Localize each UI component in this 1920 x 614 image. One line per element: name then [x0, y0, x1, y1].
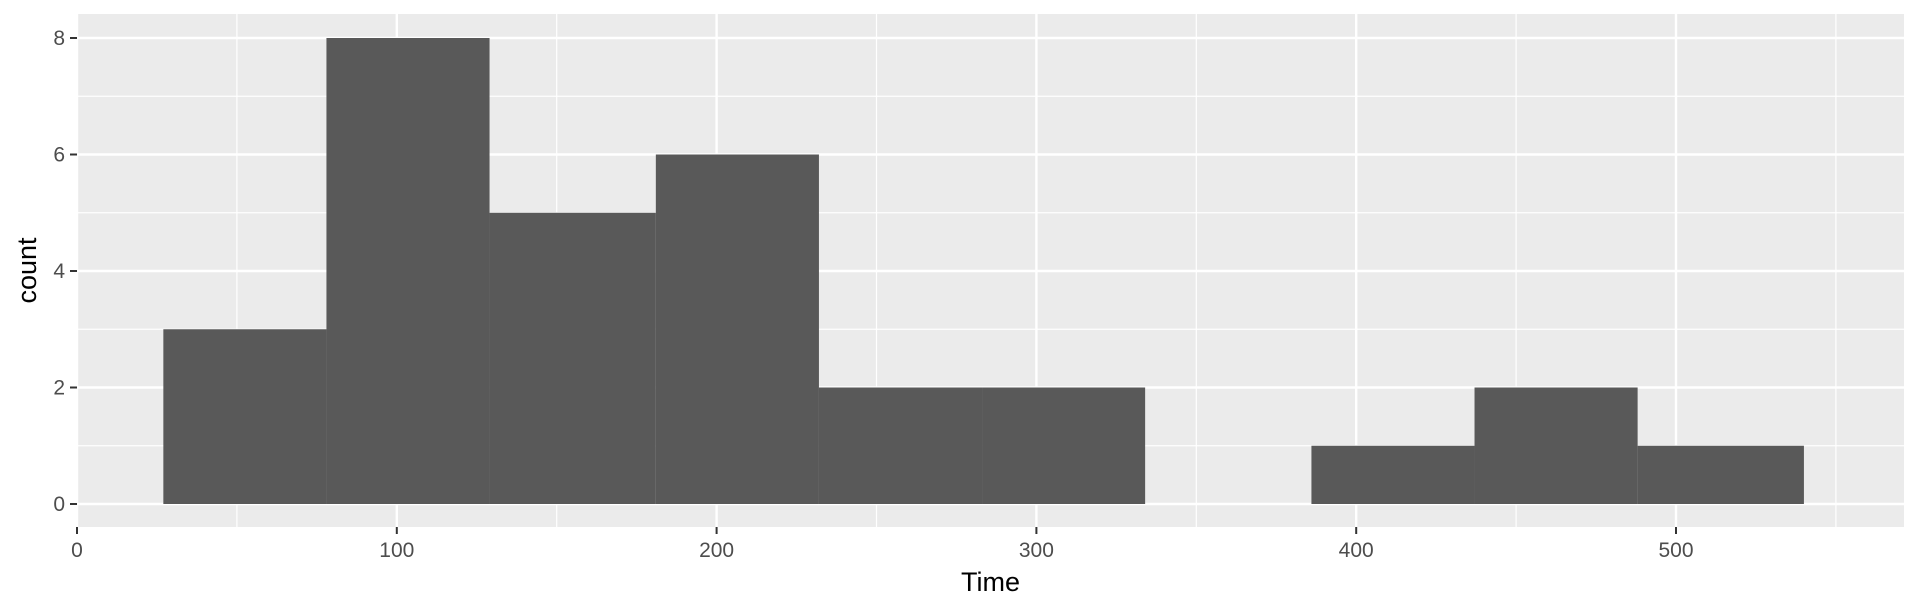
histogram-bar: [163, 329, 327, 504]
histogram-bar: [489, 212, 656, 504]
histogram-bar: [982, 387, 1146, 504]
y-axis-title: count: [12, 237, 42, 304]
y-tick-label: 0: [53, 493, 65, 516]
y-tick-label: 4: [53, 260, 65, 283]
y-tick-label: 6: [53, 144, 65, 167]
x-tick-label: 200: [699, 539, 734, 562]
x-tick-label: 100: [379, 539, 414, 562]
x-axis: 0 100 200 300 400 500: [71, 527, 1694, 562]
x-tick-label: 300: [1019, 539, 1054, 562]
x-tick-label: 400: [1339, 539, 1374, 562]
y-axis: 0 2 4 6 8: [53, 27, 77, 516]
histogram-bar: [1311, 445, 1475, 504]
histogram-bar: [1637, 445, 1804, 504]
y-tick-label: 2: [53, 377, 65, 400]
x-tick-label: 500: [1658, 539, 1693, 562]
histogram-bars: [163, 38, 1804, 504]
histogram-bar: [655, 154, 819, 504]
histogram-bar: [818, 387, 983, 504]
histogram-bar: [326, 38, 490, 504]
y-tick-label: 8: [53, 27, 65, 50]
x-axis-title: Time: [961, 567, 1020, 597]
x-tick-label: 0: [71, 539, 83, 562]
histogram-bar: [1474, 387, 1638, 504]
